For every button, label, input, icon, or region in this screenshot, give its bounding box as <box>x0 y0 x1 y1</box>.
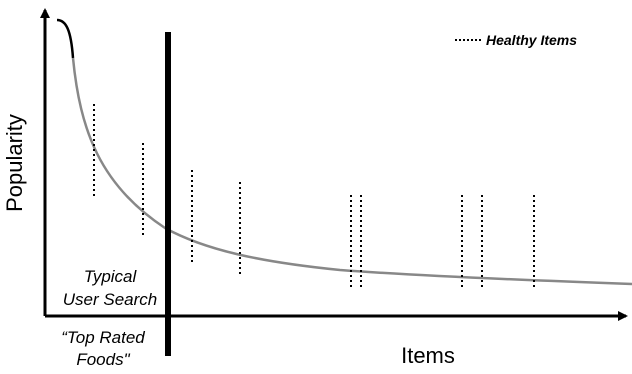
curve-tail <box>71 57 632 286</box>
example-query-label-line1: “Top Rated <box>61 328 145 347</box>
curve-head <box>56 18 75 59</box>
legend-label: Healthy Items <box>486 32 577 48</box>
example-query-label-line2: Foods" <box>76 350 130 369</box>
y-axis-title: Popularity <box>2 114 27 212</box>
x-axis-title: Items <box>401 343 455 368</box>
typical-search-label-line2: User Search <box>63 290 157 309</box>
healthy-item-markers <box>93 104 535 289</box>
typical-search-label-line1: Typical <box>84 267 138 286</box>
